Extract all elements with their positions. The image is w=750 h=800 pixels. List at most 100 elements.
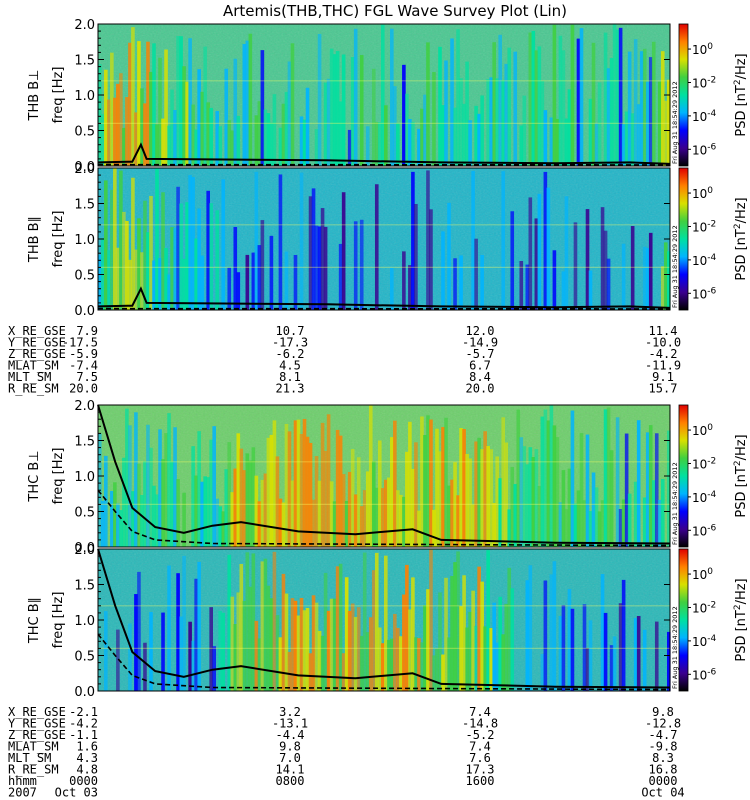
spectrogram-column	[501, 417, 506, 547]
spectrogram-column	[173, 110, 177, 166]
spectrogram-column	[377, 627, 382, 691]
spectrogram-column	[477, 437, 481, 547]
ephemeris-value: 7.4	[469, 740, 491, 754]
spectrogram-column	[374, 184, 379, 310]
ephemeris-value: -4.7	[649, 728, 678, 742]
spectrogram-column	[384, 105, 388, 166]
spectrogram-column	[453, 462, 457, 547]
y-tick-label: 0.5	[74, 650, 95, 665]
spectrogram-column	[648, 425, 653, 547]
spectrogram-column	[591, 42, 596, 166]
ephemeris-value: 3.2	[279, 705, 301, 719]
spectrogram-column	[495, 456, 499, 547]
spectrogram-column	[143, 461, 147, 547]
spectrogram-column	[564, 118, 569, 166]
spectrogram-column	[350, 57, 355, 166]
ephemeris-label: Z_RE_GSE	[8, 728, 66, 742]
spectrogram-column	[480, 449, 484, 547]
ephemeris-label: MLT_SM	[8, 370, 51, 384]
y-tick-label: 0.0	[74, 541, 95, 556]
spectrogram-column	[456, 495, 460, 547]
spectrogram-column	[278, 127, 283, 166]
spectrogram-column	[194, 129, 198, 166]
spectrogram-column	[486, 78, 490, 166]
spectrogram-column	[534, 449, 539, 547]
spectrogram-column	[185, 81, 189, 166]
spectrogram-column	[621, 243, 626, 310]
colorbar-tick-label: 10-2	[692, 219, 716, 234]
spectrogram-column	[603, 32, 608, 166]
spectrogram-column	[278, 174, 283, 310]
spectrogram-column	[233, 623, 238, 691]
spectrogram-column	[101, 500, 105, 547]
y-tick-label: 0.0	[74, 685, 95, 700]
spectrogram-column	[408, 118, 412, 166]
spectrogram-column	[305, 87, 310, 166]
spectrogram-column	[314, 602, 319, 691]
spectrogram-column	[332, 501, 337, 547]
plot-timestamp: Fri Aug 31 18:54:29 2012	[671, 606, 679, 689]
spectrogram-column	[414, 203, 418, 310]
spectrogram-column	[510, 588, 515, 691]
panel-component-label: THB B⊥	[27, 69, 42, 121]
spectrogram-column	[284, 91, 289, 166]
spectrogram-column	[149, 447, 153, 547]
spectrogram-column	[326, 414, 331, 547]
y-tick-label: 1.0	[74, 614, 95, 629]
spectrogram-column	[585, 209, 590, 310]
spectrogram-column	[606, 407, 611, 547]
spectrogram-column	[414, 442, 418, 547]
y-tick-label: 1.5	[74, 579, 95, 594]
spectrogram-column	[438, 46, 442, 166]
spectrogram-column	[573, 222, 578, 310]
spectrogram-column	[642, 48, 647, 166]
spectrogram-column	[353, 494, 358, 547]
spectrogram-column	[155, 494, 159, 547]
ephemeris-value: 8.3	[652, 751, 674, 765]
spectrogram-column	[576, 490, 581, 547]
spectrogram-column	[585, 648, 590, 691]
spectrogram-column	[230, 596, 235, 691]
spectrogram-column	[185, 202, 189, 310]
spectrogram-column	[573, 503, 578, 547]
spectrogram-column	[365, 471, 370, 547]
colorbar: 100 10-2 10-4 10-6 PSD [nT2/Hz]	[678, 23, 749, 167]
ephemeris-value: -6.2	[276, 347, 305, 361]
spectrogram-column	[320, 422, 325, 547]
spectrogram-column	[426, 170, 430, 310]
spectrogram-column	[134, 594, 138, 691]
spectrogram-column	[257, 638, 262, 691]
ephemeris-value: -11.9	[645, 359, 681, 373]
spectrogram-column	[341, 653, 346, 691]
spectrogram-column	[537, 46, 542, 166]
spectrogram-column	[531, 30, 536, 166]
spectrogram-column	[197, 69, 201, 166]
spectrogram-column	[480, 254, 484, 310]
colorbar-tick-label: 10-4	[692, 490, 717, 505]
spectrogram-column	[335, 51, 340, 166]
spectrogram-column	[405, 93, 409, 166]
spectrogram-column	[167, 274, 171, 310]
spectrogram-column	[134, 412, 138, 547]
spectrogram-column	[272, 551, 277, 691]
spectrogram-column	[474, 105, 478, 166]
spectrogram-column	[657, 499, 662, 547]
spectrogram-column	[251, 447, 256, 547]
spectrogram-column	[197, 208, 201, 310]
spectrogram-column	[486, 446, 490, 547]
spectrogram-column	[465, 61, 469, 166]
spectrogram-column	[528, 197, 533, 310]
spectrogram-column	[453, 107, 457, 166]
spectrogram-column	[450, 575, 454, 691]
y-tick-label: 0.0	[74, 160, 95, 175]
spectrogram-column	[543, 110, 548, 166]
spectrogram-column	[450, 38, 454, 166]
spectrogram-column	[263, 473, 268, 547]
spectrogram-column	[365, 126, 370, 166]
spectrogram-column	[426, 42, 430, 166]
spectrogram-column	[567, 588, 572, 691]
spectrogram-column	[131, 27, 135, 166]
spectrogram-column	[140, 88, 144, 166]
spectrogram-column	[260, 479, 265, 547]
spectrogram-column	[143, 200, 147, 310]
